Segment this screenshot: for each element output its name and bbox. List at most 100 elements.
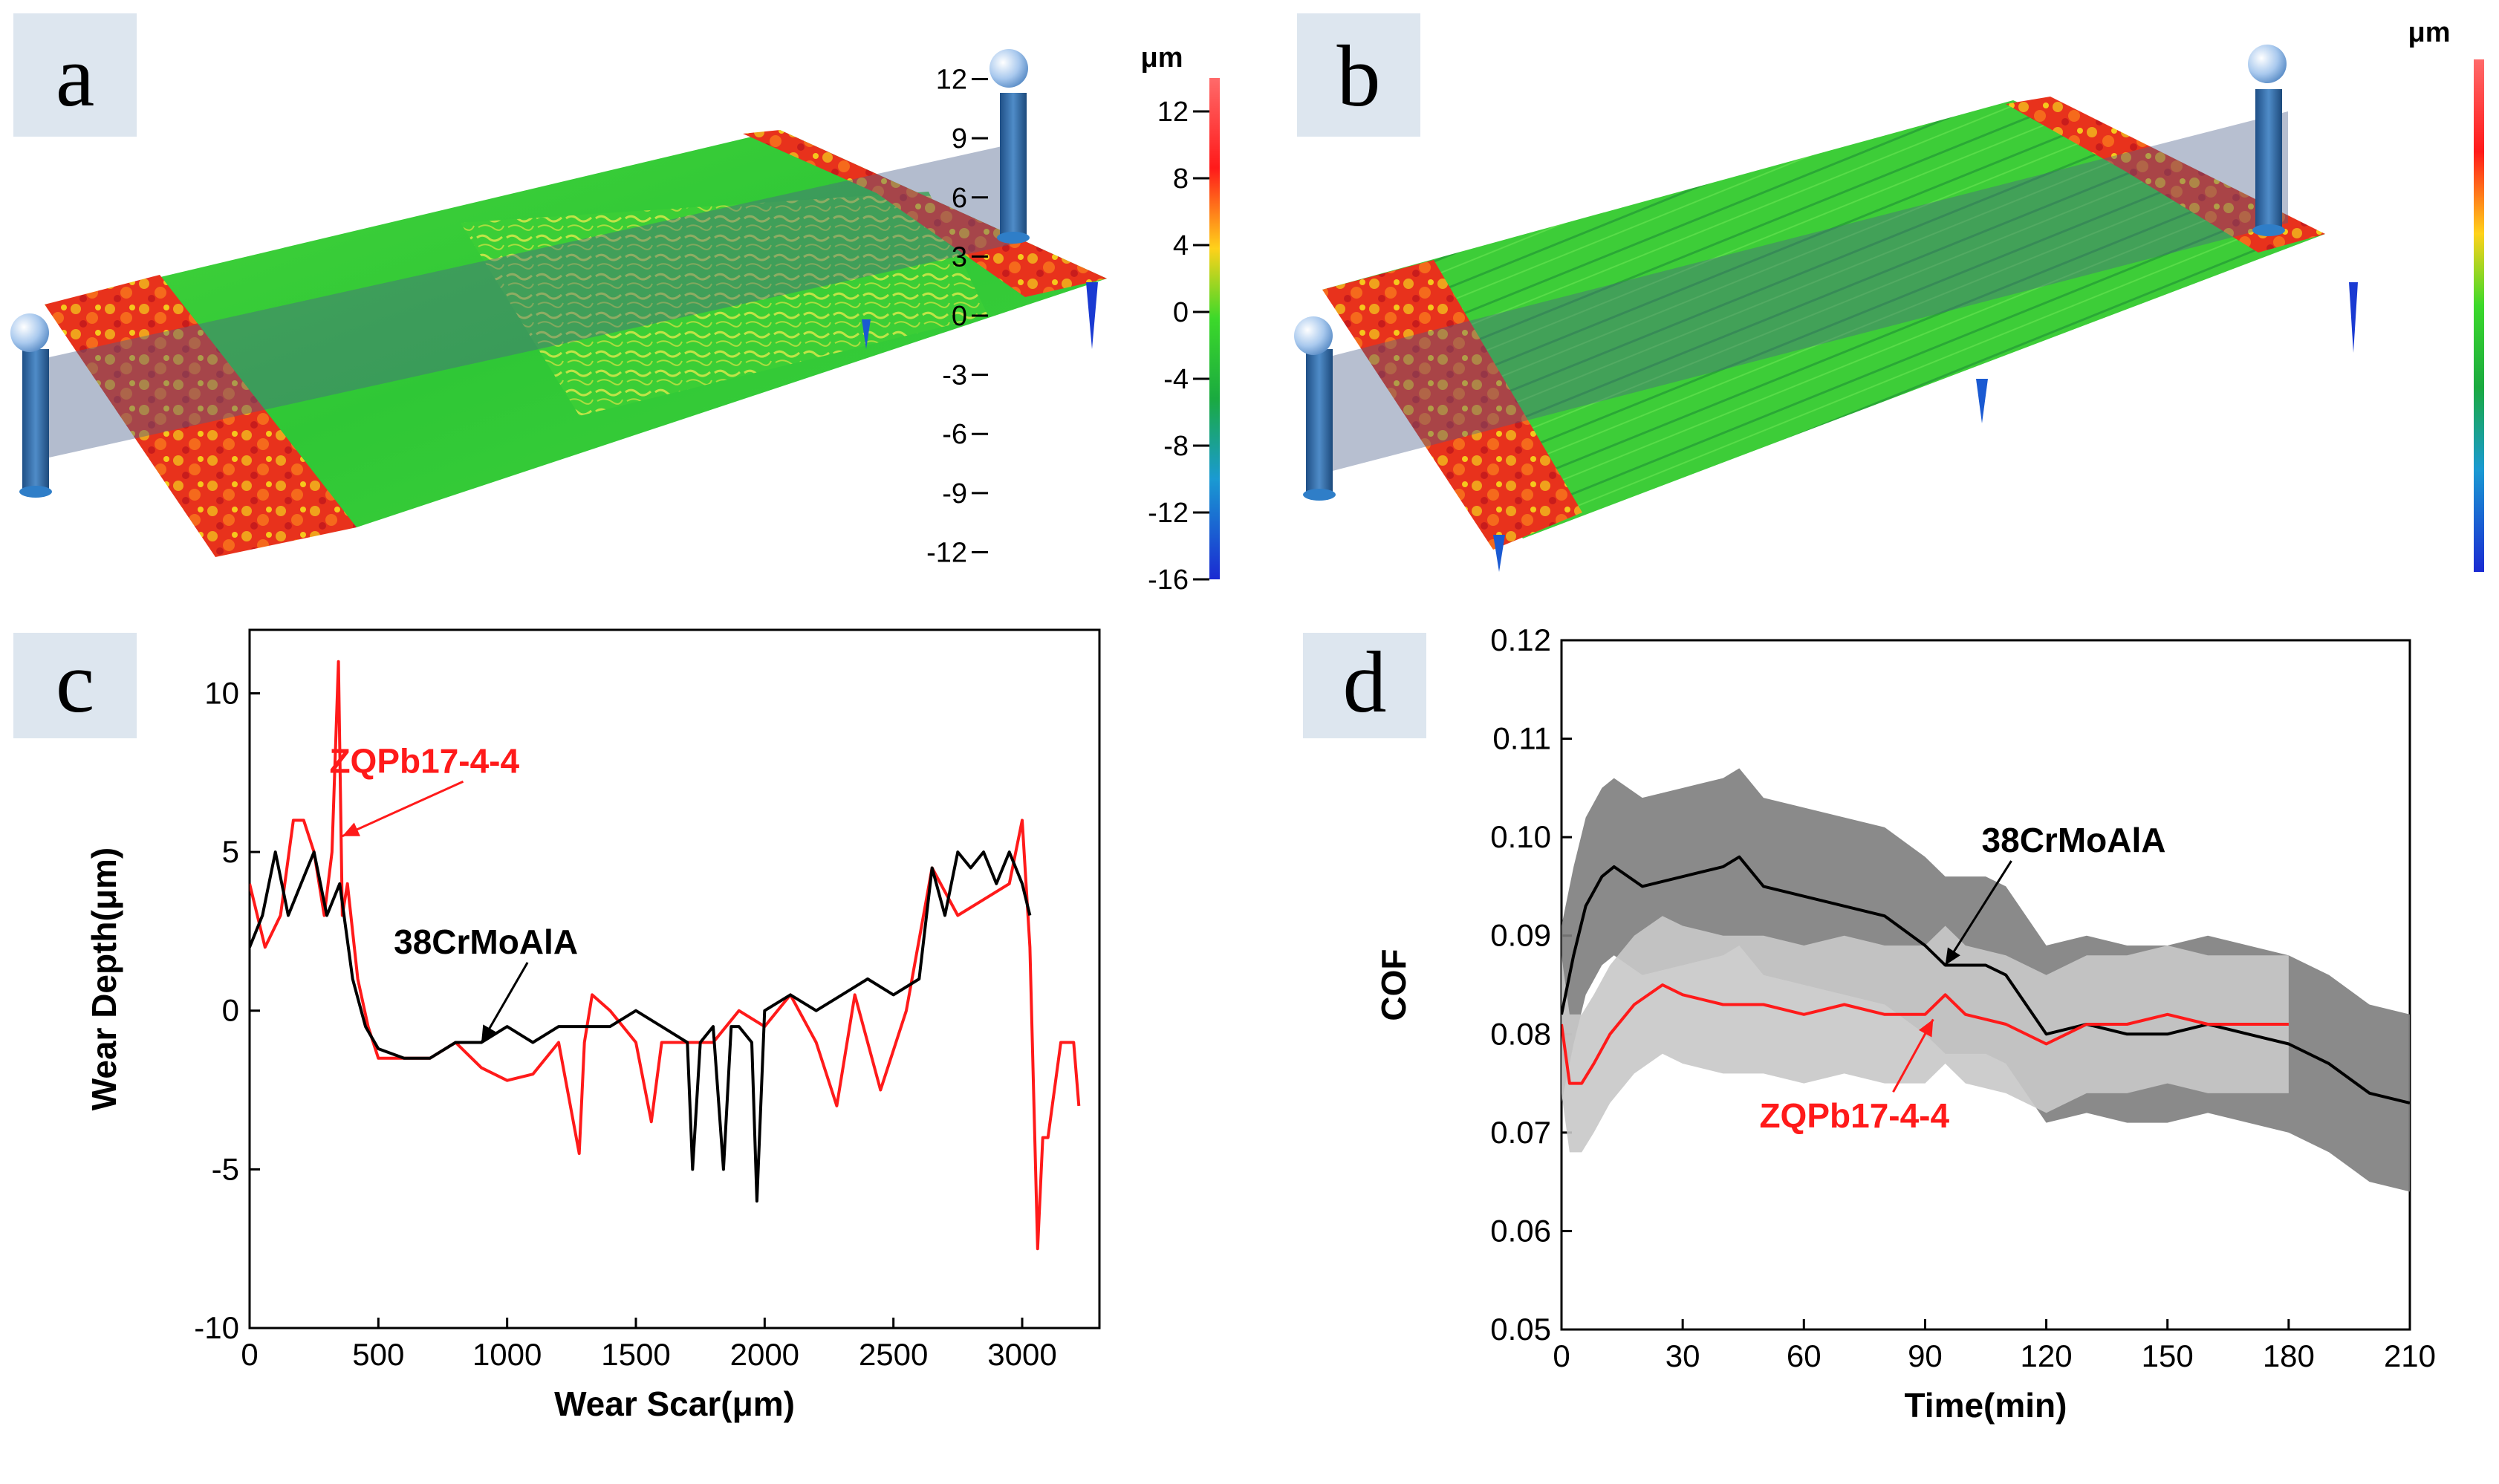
panel-a: a μm 12 8 4 0 -4 [10, 13, 1220, 596]
x-tick-label: 0 [1553, 1338, 1570, 1373]
annotation-arrowhead [1945, 947, 1960, 966]
x-axis-title: Time(min) [1905, 1386, 2067, 1425]
series-line-38crmoala [1562, 855, 2410, 1105]
y-axis-title: Wear Depth(μm) [85, 847, 123, 1110]
pillar-b-left-base [1303, 489, 1336, 501]
surface-a-red-left [45, 275, 357, 557]
pillar-right [1000, 93, 1027, 238]
y-tick-label: 0.05 [1490, 1312, 1551, 1347]
y-tick-label: -5 [212, 1151, 239, 1186]
y-tick-label: 0.11 [1492, 721, 1551, 756]
colorbar-a-tick-label: -4 [1163, 364, 1189, 395]
series-annotation: 38CrMoAlA [394, 922, 578, 961]
colorbar-b-ticks: 12 9 6 3 0 -3 -6 -9 -12 [926, 65, 988, 568]
panel-c-letter-bg [13, 633, 137, 738]
pillar-b-left [1306, 349, 1333, 494]
colorbar-a-unit: μm [1140, 42, 1183, 74]
surface-b-spike [1493, 535, 1505, 572]
colorbar-a-tick-label: 4 [1173, 230, 1189, 261]
x-tick-label: 2000 [730, 1337, 799, 1372]
y-tick-label: 5 [222, 834, 239, 869]
y-axis-title: COF [1374, 948, 1413, 1021]
panel-a-letter: a [56, 27, 94, 125]
surface-a-wear-region [461, 192, 988, 416]
surface-b-base [1322, 100, 2325, 538]
pillar-left [22, 349, 49, 490]
y-tick-label: 0.07 [1490, 1115, 1551, 1150]
colorbar-b-tick-label: -12 [926, 537, 967, 568]
x-tick-label: 210 [2384, 1338, 2436, 1373]
colorbar-a-tick-label: -8 [1163, 431, 1189, 462]
colorbar-b-tick-label: -6 [942, 419, 967, 450]
colorbar-a-tick-label: 12 [1157, 97, 1189, 128]
surface-b-section-plane [1330, 111, 2288, 472]
surface-b-red-right [2006, 97, 2325, 253]
colorbar-a-tick-label: 8 [1173, 163, 1189, 195]
surface-a-spike [1086, 282, 1098, 349]
colorbar-b-tick-label: 3 [952, 241, 967, 273]
panel-d-letter-bg [1303, 633, 1426, 738]
y-tick-label: 0.06 [1490, 1213, 1551, 1248]
colorbar-b: μm 12 9 6 3 0 -3 -6 -9 -12 [926, 17, 2484, 572]
pillar-right-ball [989, 49, 1028, 88]
y-tick-label: -10 [194, 1310, 239, 1345]
series-annotation: ZQPb17-4-4 [329, 741, 519, 780]
x-tick-label: 60 [1787, 1338, 1822, 1373]
pillar-b-left-ball [1294, 316, 1333, 355]
colorbar-b-tick-label: -9 [942, 478, 967, 510]
panel-d-letter: d [1343, 634, 1387, 731]
series-annotation: 38CrMoAlA [1982, 821, 2166, 859]
panel-c: c 0 500 1000 1500 2000 2500 3000 10 5 0 -5 -10 Wear … [13, 628, 1101, 1423]
panel-d: d 0 30 60 90 120 150 180 210 0.12 0.11 0.10 0.09 0.0… [1303, 622, 2436, 1425]
colorbar-b-unit: μm [2408, 17, 2450, 48]
surface-b-spike [1976, 379, 1988, 423]
annotation-arrowhead [1918, 1019, 1934, 1038]
chart-c: 0 500 1000 1500 2000 2500 3000 10 5 0 -5 -10 Wear Sc… [85, 628, 1101, 1423]
x-tick-label: 30 [1666, 1338, 1700, 1373]
x-tick-label: 90 [1908, 1338, 1943, 1373]
x-tick-label: 1000 [472, 1337, 542, 1372]
y-tick-label: 10 [204, 675, 239, 710]
colorbar-a-tick-label: -12 [1148, 498, 1189, 529]
y-tick-label: 0.10 [1490, 819, 1551, 854]
y-tick-label: 0.08 [1490, 1016, 1551, 1051]
surface-a-section-plane [36, 141, 1025, 461]
x-tick-label: 3000 [987, 1337, 1056, 1372]
panel-b: b μm 12 9 6 3 0 -3 -6 -9 -12 [926, 13, 2484, 572]
pillar-left-base [19, 486, 52, 498]
panel-b-letter-bg [1297, 13, 1420, 137]
pillar-b-right-ball [2248, 45, 2287, 83]
panel-c-letter: c [56, 634, 94, 731]
panel-a-3d-surface [10, 49, 1107, 557]
y-tick-label: 0 [222, 993, 239, 1028]
colorbar-b-tick-label: 0 [952, 301, 967, 332]
surface-a-spike [862, 319, 871, 349]
pillar-left-ball [10, 313, 49, 352]
colorbar-a-bar [1209, 78, 1220, 579]
y-tick-label: 0.12 [1490, 622, 1551, 657]
colorbar-b-tick-label: 6 [952, 183, 967, 214]
annotation-arrow [342, 780, 464, 838]
colorbar-a-tick-label: 0 [1173, 297, 1189, 328]
pillar-right-base [997, 232, 1030, 244]
colorbar-a-tick-label: -16 [1148, 564, 1189, 596]
x-tick-label: 180 [2263, 1338, 2315, 1373]
chart-d: 0 30 60 90 120 150 180 210 0.12 0.11 0.10 0.09 0.08 0… [1374, 622, 2436, 1425]
annotation-arrow [1944, 860, 2012, 966]
pillar-b-right-base [2252, 224, 2285, 236]
surface-b-spike [2349, 282, 2358, 353]
surface-a-red-right [743, 130, 1107, 297]
series-line-38crmoala [250, 850, 1032, 1203]
x-axis-title: Wear Scar(μm) [554, 1384, 795, 1423]
colorbar-a: μm 12 8 4 0 -4 -8 -12 -16 [1140, 42, 1220, 596]
y-tick-label: 0.09 [1490, 918, 1551, 953]
series-line-zqpb17-4-4 [1562, 983, 2289, 1085]
x-tick-label: 500 [352, 1337, 404, 1372]
annotation-arrowhead [481, 1024, 496, 1043]
colorbar-b-tick-label: 12 [936, 65, 967, 96]
x-tick-label: 150 [2142, 1338, 2194, 1373]
x-tick-label: 120 [2021, 1338, 2073, 1373]
pillar-b-right [2255, 89, 2282, 230]
x-tick-label: 0 [241, 1337, 258, 1372]
